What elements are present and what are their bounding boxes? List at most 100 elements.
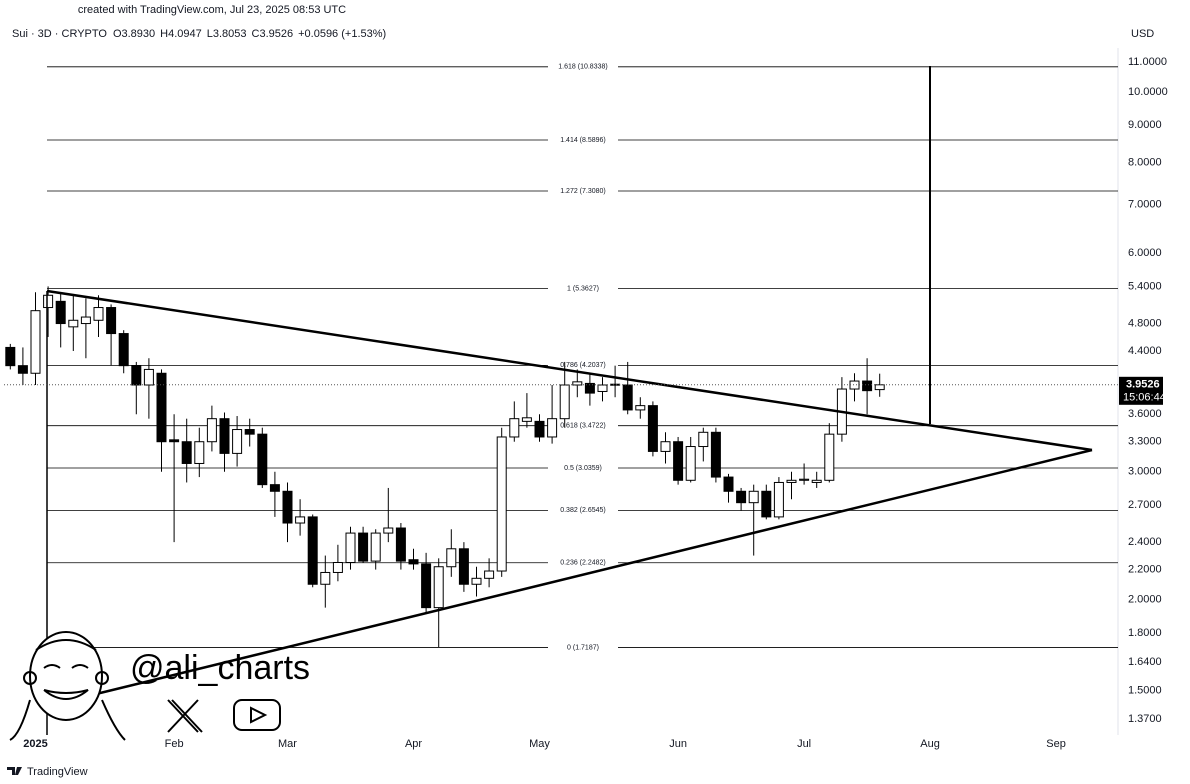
- candle-body: [584, 382, 595, 394]
- candle-body: [748, 490, 759, 504]
- candle-body: [269, 484, 280, 492]
- countdown: 15:06:44: [1123, 392, 1166, 404]
- x-tick-label: Aug: [920, 738, 940, 750]
- fib-label-bg: [548, 421, 618, 430]
- candle-body: [143, 368, 154, 386]
- y-tick-label: 2.0000: [1128, 594, 1162, 606]
- candle-body: [55, 300, 66, 325]
- fib-label: 0.5 (3.0359): [564, 465, 602, 472]
- candle-body: [219, 418, 230, 454]
- y-tick-label: 3.0000: [1128, 466, 1162, 478]
- x-tick-label: 2025: [23, 738, 47, 750]
- fib-label: 1.414 (8.5896): [560, 137, 606, 144]
- fib-label-bg: [548, 361, 618, 370]
- candles: [5, 286, 885, 648]
- candle-body: [169, 439, 180, 443]
- candle-body: [156, 372, 167, 443]
- candle-body: [332, 561, 343, 573]
- candle-body: [68, 319, 79, 328]
- fib-label: 1.272 (7.3080): [560, 188, 606, 195]
- x-tick-label: May: [529, 738, 550, 750]
- candle-body: [673, 441, 684, 481]
- candle-body: [635, 405, 646, 411]
- candle-body: [799, 478, 810, 481]
- candle-body: [93, 307, 104, 321]
- header-stat: +0.0596 (+1.53%): [298, 28, 386, 40]
- fib-label: 0.382 (2.6545): [560, 507, 606, 514]
- candle-body: [421, 563, 432, 609]
- triangle-upper: [46, 289, 1093, 452]
- candle-body: [685, 446, 696, 481]
- y-tick-label: 5.4000: [1128, 280, 1162, 292]
- y-tick-label: 8.0000: [1128, 156, 1162, 168]
- x-icon: [167, 699, 203, 733]
- fib-label-bg: [548, 186, 618, 195]
- fib-label: 0 (1.7187): [567, 644, 599, 651]
- candle-body: [383, 527, 394, 534]
- candle-body: [509, 418, 520, 438]
- candle-body: [496, 436, 507, 572]
- fib-label-bg: [548, 558, 618, 567]
- candle-body: [295, 516, 306, 524]
- y-tick-label: 1.6400: [1128, 656, 1162, 668]
- fib-label-bg: [548, 506, 618, 515]
- last-price-box: [1119, 376, 1163, 405]
- fib-label-bg: [548, 284, 618, 293]
- y-tick-label: 7.0000: [1128, 198, 1162, 210]
- header-stat: O3.8930: [113, 28, 155, 40]
- fib-label: 1.618 (10.8338): [558, 64, 607, 71]
- candle-body: [710, 431, 721, 478]
- candle-body: [736, 490, 747, 504]
- candle-body: [849, 380, 860, 390]
- fib-group: 1.618 (10.8338) 1.414 (8.5896) 1.272 (7.30…: [47, 62, 1118, 652]
- candle-body: [131, 365, 142, 386]
- candle-body: [559, 384, 570, 420]
- x-tick-label: Jun: [669, 738, 687, 750]
- candle-body: [282, 490, 293, 524]
- fib-label: 1 (5.3627): [567, 285, 599, 292]
- candle-body: [521, 417, 532, 422]
- y-tick-label: 1.5000: [1128, 684, 1162, 696]
- y-tick-label: 4.8000: [1128, 317, 1162, 329]
- candle-body: [194, 441, 205, 464]
- y-tick-label: 2.7000: [1128, 499, 1162, 511]
- y-tick-label: 4.4000: [1128, 345, 1162, 357]
- candle-body: [307, 516, 318, 585]
- candle-body: [458, 548, 469, 585]
- header-stat: L3.8053: [207, 28, 247, 40]
- header-stat: H4.0947: [160, 28, 202, 40]
- x-tick-label: Mar: [278, 738, 297, 750]
- fib-label: 0.786 (4.2037): [560, 362, 606, 369]
- candle-body: [660, 441, 671, 452]
- candle-body: [244, 429, 255, 435]
- last-price-label: 3.9526: [1126, 379, 1160, 391]
- symbol: Sui · 3D · CRYPTO: [12, 28, 107, 40]
- candle-body: [534, 420, 545, 438]
- candle-body: [80, 316, 91, 325]
- watermark-handle: @ali_charts: [130, 649, 310, 687]
- created-note: created with TradingView.com, Jul 23, 20…: [78, 4, 346, 16]
- candle-body: [547, 418, 558, 438]
- candle-body: [433, 566, 444, 609]
- y-tick-label: 3.6000: [1128, 408, 1162, 420]
- y-tick-label: 10.0000: [1128, 86, 1168, 98]
- candle-body: [257, 433, 268, 486]
- candle-body: [206, 418, 217, 443]
- candle-body: [370, 532, 381, 562]
- candle-body: [874, 384, 885, 391]
- candle-body: [30, 310, 41, 374]
- fib-label: 0.618 (3.4722): [560, 423, 606, 430]
- x-tick-label: Jul: [797, 738, 811, 750]
- candle-body: [622, 384, 633, 411]
- avatar: [9, 631, 126, 741]
- candle-body: [811, 479, 822, 483]
- currency-box: [1122, 24, 1162, 44]
- candle-body: [408, 559, 419, 565]
- candle-body: [345, 532, 356, 563]
- candle-body: [597, 384, 608, 392]
- y-tick-label: 3.3000: [1128, 436, 1162, 448]
- candle-body: [43, 294, 54, 309]
- candle-body: [824, 433, 835, 481]
- candle-body: [320, 571, 331, 585]
